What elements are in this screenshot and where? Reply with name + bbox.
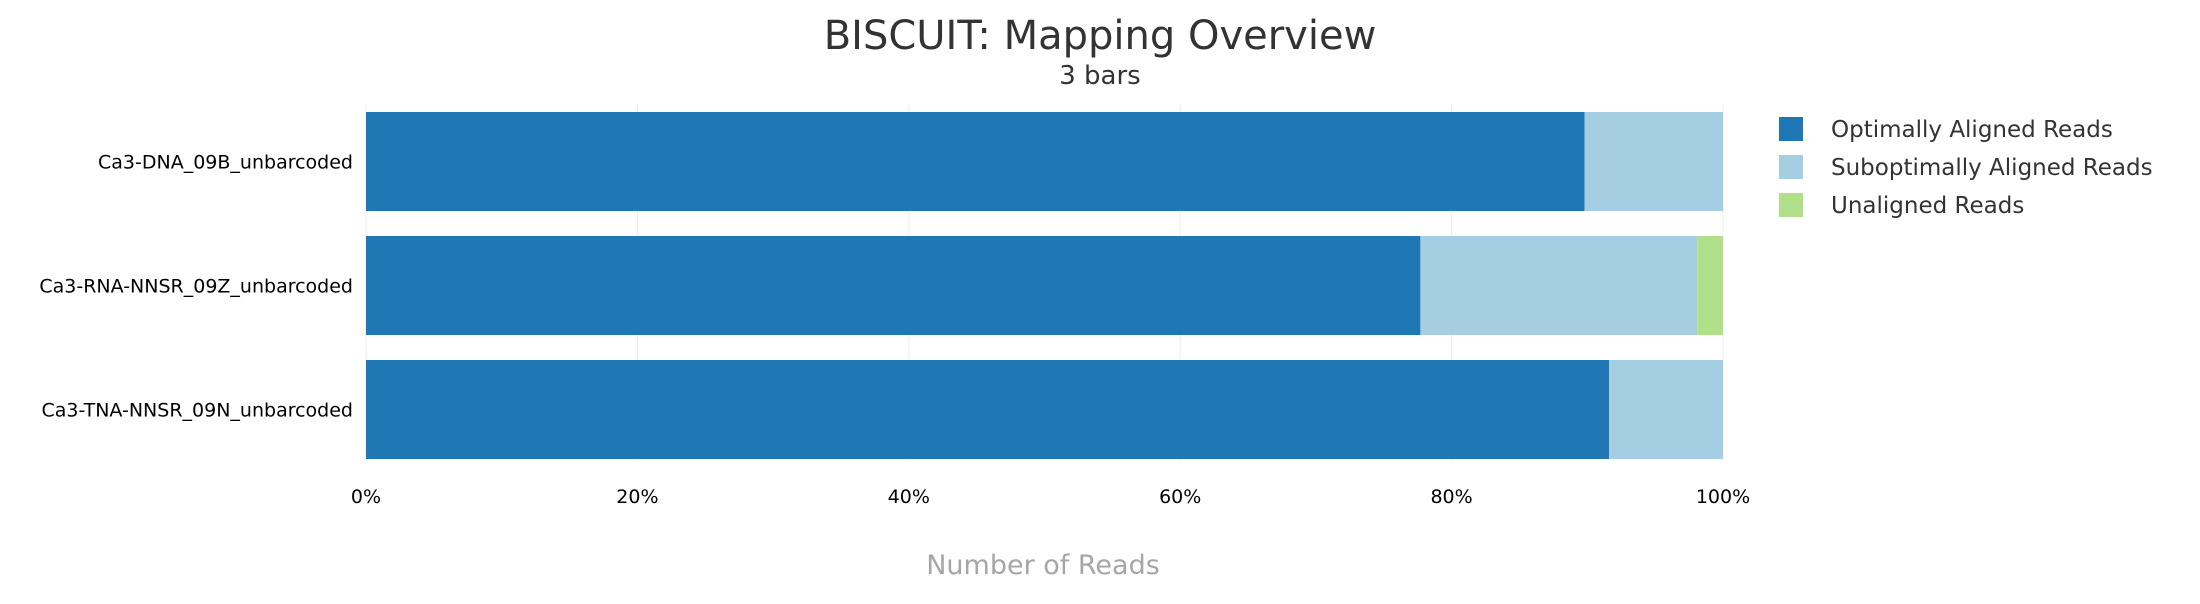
x-tick-label: 80% (1430, 486, 1472, 508)
bar-segment[interactable] (1584, 112, 1723, 211)
category-labels: Ca3-DNA_09B_unbarcoded Ca3-RNA-NNSR_09Z_u… (39, 152, 353, 422)
legend: Optimally Aligned Reads Suboptimally Alig… (1779, 117, 2153, 219)
x-tick-label: 100% (1696, 486, 1750, 508)
x-tick-label: 20% (616, 486, 658, 508)
bar-segment[interactable] (366, 112, 1585, 211)
x-axis-title: Number of Reads (926, 550, 1160, 581)
bar-segment[interactable] (366, 360, 1610, 459)
x-tick-label: 40% (888, 486, 930, 508)
legend-swatch (1779, 193, 1803, 217)
chart-subtitle: 3 bars (1059, 61, 1140, 91)
bars (366, 112, 1723, 459)
category-label: Ca3-DNA_09B_unbarcoded (98, 152, 353, 174)
legend-swatch (1779, 117, 1803, 141)
legend-item[interactable]: Unaligned Reads (1779, 193, 2024, 219)
bar-segment[interactable] (366, 236, 1421, 335)
category-label: Ca3-TNA-NNSR_09N_unbarcoded (41, 400, 353, 422)
legend-item[interactable]: Optimally Aligned Reads (1779, 117, 2113, 143)
bar-segment[interactable] (1420, 236, 1698, 335)
x-tick-labels: 0% 20% 40% 60% 80% 100% (351, 486, 1750, 508)
legend-item[interactable]: Suboptimally Aligned Reads (1779, 155, 2153, 181)
legend-label: Optimally Aligned Reads (1831, 117, 2113, 143)
legend-label: Suboptimally Aligned Reads (1831, 155, 2153, 181)
x-tick-label: 60% (1159, 486, 1201, 508)
legend-label: Unaligned Reads (1831, 193, 2024, 219)
x-tick-label: 0% (351, 486, 381, 508)
legend-swatch (1779, 155, 1803, 179)
bar-segment[interactable] (1609, 360, 1723, 459)
category-label: Ca3-RNA-NNSR_09Z_unbarcoded (39, 276, 353, 298)
chart-title: BISCUIT: Mapping Overview (824, 13, 1377, 59)
bar-segment[interactable] (1697, 236, 1723, 335)
